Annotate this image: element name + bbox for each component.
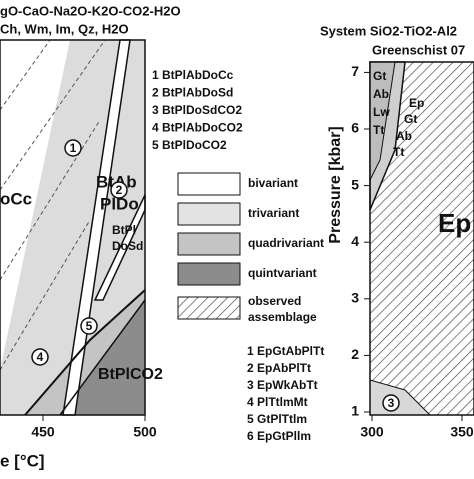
legend-label: trivariant — [248, 206, 299, 220]
reaction-marker-circle — [80, 317, 98, 335]
x-tick-label: 300 — [360, 424, 384, 440]
title: System SiO2-TiO2-Al2 — [320, 23, 457, 38]
field-label: Tt — [393, 145, 404, 159]
field-label: PlDo — [100, 194, 139, 213]
field-label: Ep — [438, 208, 471, 238]
y-tick-label: 4 — [351, 233, 359, 249]
reaction-marker: 3 — [388, 396, 395, 410]
y-tick-label: 1 — [351, 403, 359, 419]
y-tick-label: 6 — [351, 120, 359, 136]
x-tick-label: 450 — [31, 424, 55, 440]
list-item: 4 PlTtlmMt — [247, 395, 308, 409]
reaction-marker: 5 — [86, 319, 93, 333]
list-item: 5 GtPlTtlm — [247, 412, 307, 426]
y-axis-label: Pressure [kbar] — [327, 126, 344, 243]
field-label: oCc — [0, 189, 32, 208]
x-tick-label: 350 — [450, 424, 474, 440]
list-item: 5 BtPlDoCO2 — [152, 138, 227, 152]
reaction-marker-circle — [382, 394, 400, 412]
reaction-marker-circle — [110, 181, 128, 199]
list-item: 1 EpGtAbPlTt — [247, 344, 324, 358]
legend-boxes — [177, 172, 241, 320]
left-plot — [0, 39, 146, 416]
field-label: Ep — [409, 96, 424, 110]
reaction-marker: 1 — [70, 141, 77, 155]
list-item: 3 EpWkAbTt — [247, 378, 318, 392]
reaction-marker: 2 — [116, 183, 123, 197]
field-label: BtPl — [112, 223, 136, 237]
list-item: 2 BtPlAbDoSd — [152, 86, 233, 100]
y-tick-label: 5 — [351, 176, 359, 192]
field-label: Gt — [373, 69, 386, 83]
field-label: Ab — [396, 129, 412, 143]
y-tick-label: 3 — [351, 290, 359, 306]
field-label: Tt — [373, 123, 384, 137]
title: Ch, Wm, Im, Qz, H2O — [0, 21, 129, 36]
title: Greenschist 07 — [372, 42, 465, 57]
legend-label: observed — [248, 294, 301, 308]
field-label: Lw — [373, 105, 390, 119]
legend-label: quintvariant — [248, 266, 317, 280]
reaction-marker-circle — [31, 348, 49, 366]
reaction-marker: 4 — [37, 350, 44, 364]
x-axis-label: e [°C] — [0, 451, 45, 470]
field-label: Gt — [404, 112, 417, 126]
reaction-marker-circle — [64, 139, 82, 157]
list-item: 1 BtPlAbDoCc — [152, 68, 234, 82]
list-item: 4 BtPlAbDoCO2 — [152, 121, 243, 135]
list-item: 6 EpGtPllm — [247, 429, 311, 443]
legend-label: quadrivariant — [248, 236, 324, 250]
x-tick-label: 500 — [133, 424, 157, 440]
field-label: Ab — [373, 87, 389, 101]
title: gO-CaO-Na2O-K2O-CO2-H2O — [0, 3, 181, 18]
legend-label: bivariant — [248, 176, 298, 190]
y-tick-label: 7 — [351, 63, 359, 79]
field-label: DoSd — [112, 239, 143, 253]
list-item: 3 BtPlDoSdCO2 — [152, 103, 242, 117]
legend-label: assemblage — [248, 310, 317, 324]
right-plot — [369, 61, 474, 416]
list-item: 2 EpAbPlTt — [247, 361, 311, 375]
y-tick-label: 2 — [351, 346, 359, 362]
field-label: BtPlCO2 — [98, 366, 163, 383]
